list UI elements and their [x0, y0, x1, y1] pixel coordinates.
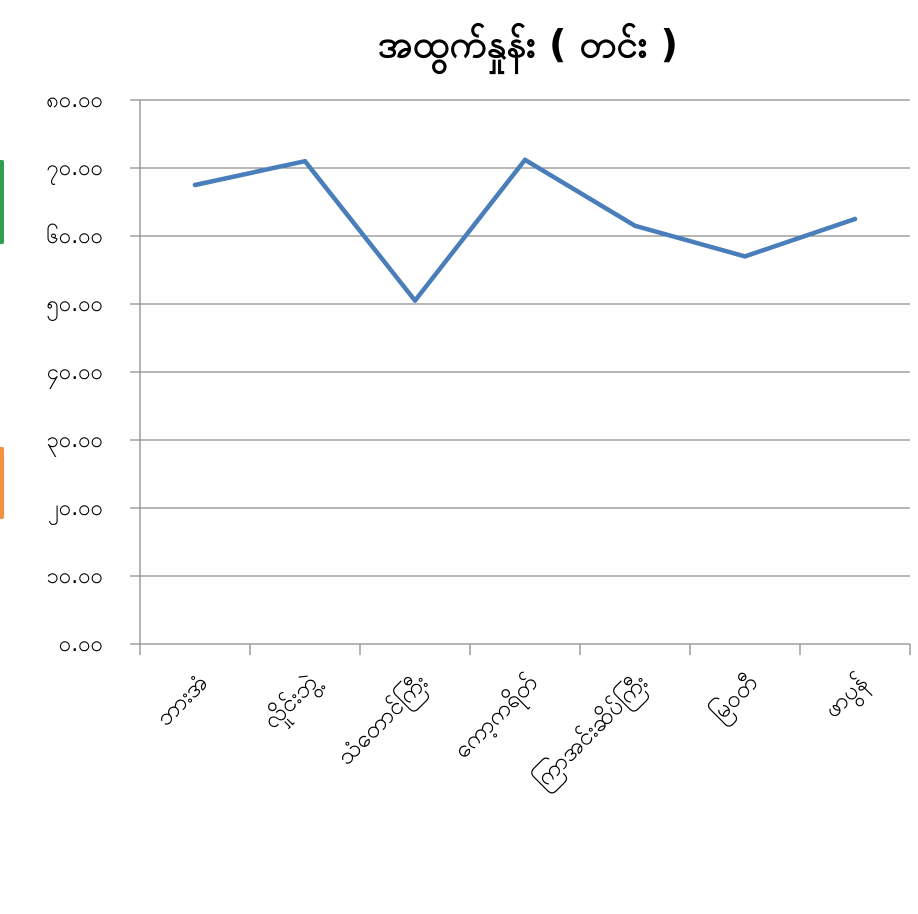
y-tick-label: ၃၀.၀၀	[47, 428, 104, 457]
data-point	[522, 157, 528, 163]
data-point	[302, 159, 308, 164]
x-tick-labels: ဘားအံ လှိုင်းဘွဲ့ သံတောင်ကြီး ကော့ကရိတ်ကြာအ…	[150, 666, 877, 797]
series-layer	[192, 157, 858, 303]
x-tick-label: ဖာပွန်	[818, 668, 878, 728]
edge-mark-orange	[0, 447, 4, 519]
x-tick-label: မြဝတီ	[703, 667, 766, 730]
x-tick-label: သံတောင်ကြီး	[330, 667, 437, 774]
chart-title: အထွက်နှုန်း ( တင်း )	[378, 22, 678, 75]
y-tick-label: ၇၀.၀၀	[47, 156, 104, 185]
y-tick-label: ၄၀.၀၀	[47, 360, 104, 389]
y-tick-labels: ၀.၀၀ ၁၀.၀၀ ၂၀.၀၀ ၃၀.၀၀ ၄၀.၀၀ ၅၀.၀၀ ၆၀.၀၀ ၇၀.၀၀ ၈…	[46, 88, 103, 657]
data-point	[742, 254, 748, 259]
y-tick-label: ၆၀.၀၀	[47, 223, 104, 249]
x-tick-label: ဘားအံ	[150, 668, 213, 731]
x-tick-label: ကြာအင်းဆိပ်ကြီး	[526, 667, 656, 797]
x-tick-label: လှိုင်းဘွဲ့	[257, 666, 330, 739]
data-point	[852, 216, 858, 222]
data-point	[412, 298, 418, 303]
y-tick-label: ၂၀.၀၀	[48, 496, 103, 525]
y-tick-label: ၈၀.၀၀	[46, 88, 103, 113]
data-point	[632, 223, 638, 228]
grid-layer	[130, 99, 910, 645]
y-tick-label: ၁၀.၀၀	[47, 564, 104, 589]
edge-mark-green	[0, 160, 4, 244]
y-tick-label: ၅၀.၀၀	[47, 292, 104, 321]
x-tick-label: ကော့ကရိတ်	[447, 668, 547, 768]
series-line	[192, 157, 858, 303]
data-point	[192, 182, 198, 188]
axis-layer	[139, 100, 911, 655]
y-tick-label: ၀.၀၀	[59, 632, 103, 657]
